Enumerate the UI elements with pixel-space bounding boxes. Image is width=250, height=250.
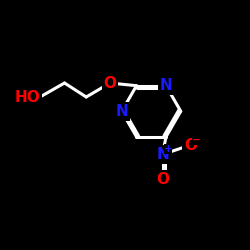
Text: HO: HO — [14, 90, 40, 104]
Text: O: O — [156, 172, 169, 187]
Text: O: O — [104, 76, 117, 90]
Text: −: − — [192, 134, 200, 144]
Text: +: + — [164, 144, 172, 154]
Text: O: O — [184, 138, 197, 152]
Text: N: N — [160, 78, 172, 93]
Text: N: N — [156, 147, 169, 162]
Text: N: N — [116, 104, 128, 119]
